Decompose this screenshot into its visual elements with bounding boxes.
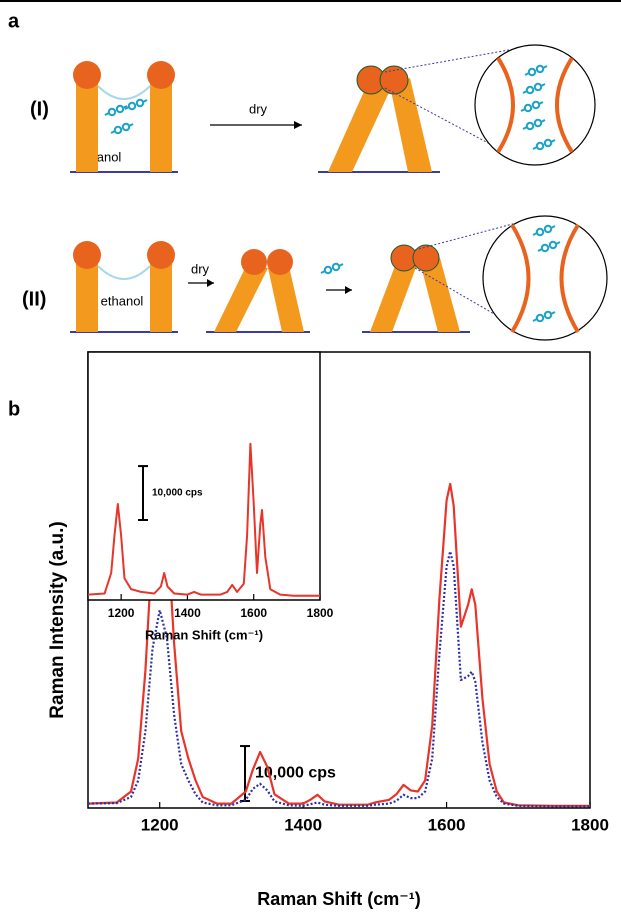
plot-frame: [87, 351, 321, 601]
x-tick-label: 1200: [108, 606, 135, 620]
panel-label: b: [8, 398, 20, 420]
y-axis-label: Raman Intensity (a.u.): [47, 521, 68, 718]
spectrum-line: [87, 474, 590, 807]
schematic-row-1: [70, 44, 596, 173]
scale-bar-label: 10,000 cps: [152, 488, 203, 499]
x-axis-label: Raman Shift (cm⁻¹): [145, 627, 263, 642]
step-label: dry: [191, 261, 210, 276]
x-tick-label: 1600: [428, 815, 466, 834]
x-tick-label: 1600: [240, 606, 267, 620]
x-tick-label: 1800: [571, 815, 609, 834]
spectrum-line: [87, 442, 320, 597]
scale-bar-label: 10,000 cps: [255, 765, 336, 782]
x-tick-label: 1400: [174, 606, 201, 620]
x-tick-label: 1200: [141, 815, 179, 834]
row-label: (I): [30, 98, 49, 120]
schematic-row-2: [70, 215, 608, 341]
x-tick-label: 1800: [307, 606, 334, 620]
row-label: (II): [22, 288, 46, 310]
panel-label: a: [8, 10, 20, 32]
solvent-label: ethanol: [101, 293, 144, 308]
spectrum-line: [87, 550, 590, 808]
step-label: dry: [249, 101, 268, 116]
x-tick-label: 1400: [284, 815, 322, 834]
x-axis-label: Raman Shift (cm⁻¹): [257, 889, 421, 909]
inset-chart: 1200 1400 1600 1800 Raman Shift (cm⁻¹) 10,000…: [87, 351, 334, 642]
